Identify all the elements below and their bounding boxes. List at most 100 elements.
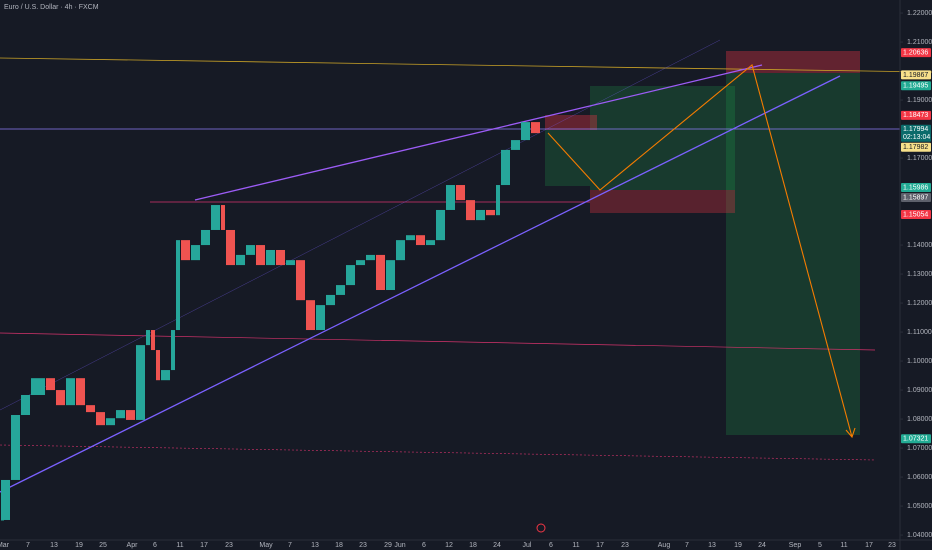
candle (416, 235, 425, 246)
channel-lower (0, 75, 841, 493)
candle (66, 378, 75, 406)
candle (306, 300, 315, 331)
stop-zone (590, 190, 735, 213)
candle (126, 410, 135, 420)
candle (226, 229, 235, 266)
candle (11, 415, 20, 480)
price-label-bg (901, 209, 931, 219)
x-tick-label: 12 (445, 542, 453, 549)
x-tick-label: Apr (127, 542, 139, 549)
candle (426, 240, 435, 246)
candle (96, 412, 105, 426)
candle (236, 254, 245, 266)
event-icon[interactable] (536, 523, 546, 533)
candle (476, 209, 485, 221)
candle (296, 260, 305, 301)
candle (336, 285, 345, 295)
x-tick-label: 18 (469, 542, 477, 549)
y-tick-label: 1.09000 (907, 387, 932, 394)
candle (116, 410, 125, 419)
candle (376, 254, 385, 291)
candle (256, 245, 265, 266)
x-tick-label: 7 (685, 542, 689, 549)
candle (221, 205, 225, 230)
candle (511, 140, 520, 150)
price-label: 1.07321 (903, 436, 928, 443)
y-tick-label: 1.10000 (907, 358, 932, 365)
candle (486, 209, 495, 216)
x-tick-label: 24 (758, 542, 766, 549)
x-tick-label: 6 (549, 542, 553, 549)
x-tick-label: 25 (99, 542, 107, 549)
candle (1, 479, 10, 520)
candle (56, 390, 65, 406)
x-tick-label: 13 (708, 542, 716, 549)
x-tick-label: May (259, 542, 273, 549)
drawings (0, 39, 932, 533)
y-tick-label: 1.04000 (907, 532, 932, 539)
x-tick-label: 17 (200, 542, 208, 549)
price-label: 1.15054 (903, 211, 928, 218)
price-label-bg (901, 70, 931, 80)
y-tick-label: 1.07000 (907, 445, 932, 452)
y-tick-label: 1.21000 (907, 39, 932, 46)
y-tick-label: 1.05000 (907, 503, 932, 510)
x-tick-label: Jun (394, 542, 405, 549)
candle (31, 378, 45, 395)
price-label: 1.19495 (903, 83, 928, 90)
candle (396, 240, 405, 261)
candle (46, 378, 55, 391)
candle (406, 235, 415, 241)
channel-mid (0, 39, 721, 411)
candle (171, 330, 175, 371)
price-label: 1.18473 (903, 112, 928, 119)
x-tick-label: 29 (384, 542, 392, 549)
x-tick-label: 6 (153, 542, 157, 549)
y-tick-label: 1.19000 (907, 97, 932, 104)
stop-zone (726, 51, 860, 73)
x-tick-label: 24 (493, 542, 501, 549)
candle (161, 370, 170, 381)
x-tick-label: 19 (75, 542, 83, 549)
price-label-bg (901, 192, 931, 202)
x-tick-label: 13 (311, 542, 319, 549)
x-tick-label: 7 (288, 542, 292, 549)
channel-upper (194, 64, 763, 201)
y-tick-label: 1.08000 (907, 416, 932, 423)
price-label-bg (901, 182, 931, 192)
arrow-head (845, 427, 856, 439)
candle (136, 345, 145, 420)
x-tick-label: 7 (26, 542, 30, 549)
candle (531, 122, 540, 134)
candle (201, 229, 210, 246)
candle (181, 240, 190, 261)
candle (366, 254, 375, 261)
y-tick-label: 1.22000 (907, 10, 932, 17)
price-label-bg (901, 48, 931, 58)
candle (156, 350, 160, 381)
x-tick-label: 6 (422, 542, 426, 549)
x-tick-label: 17 (596, 542, 604, 549)
candle (446, 185, 455, 210)
level-line (0, 444, 876, 461)
price-label: 1.17982 (903, 144, 928, 151)
candle (521, 122, 530, 141)
price-label-bg (901, 110, 931, 120)
price-label-bg (901, 434, 931, 444)
candle (76, 378, 85, 406)
x-tick-label: 19 (734, 542, 742, 549)
candle (356, 260, 365, 266)
trend-line (0, 57, 932, 73)
x-tick-label: Mar (0, 542, 10, 549)
price-label: 1.15897 (903, 194, 928, 201)
y-tick-label: 1.06000 (907, 474, 932, 481)
x-tick-label: 23 (225, 542, 233, 549)
price-label-bg (901, 124, 931, 142)
candle (21, 394, 30, 416)
price-label: 1.17994 (903, 126, 928, 133)
candle (106, 418, 115, 426)
candle (501, 149, 510, 186)
x-tick-label: 23 (621, 542, 629, 549)
